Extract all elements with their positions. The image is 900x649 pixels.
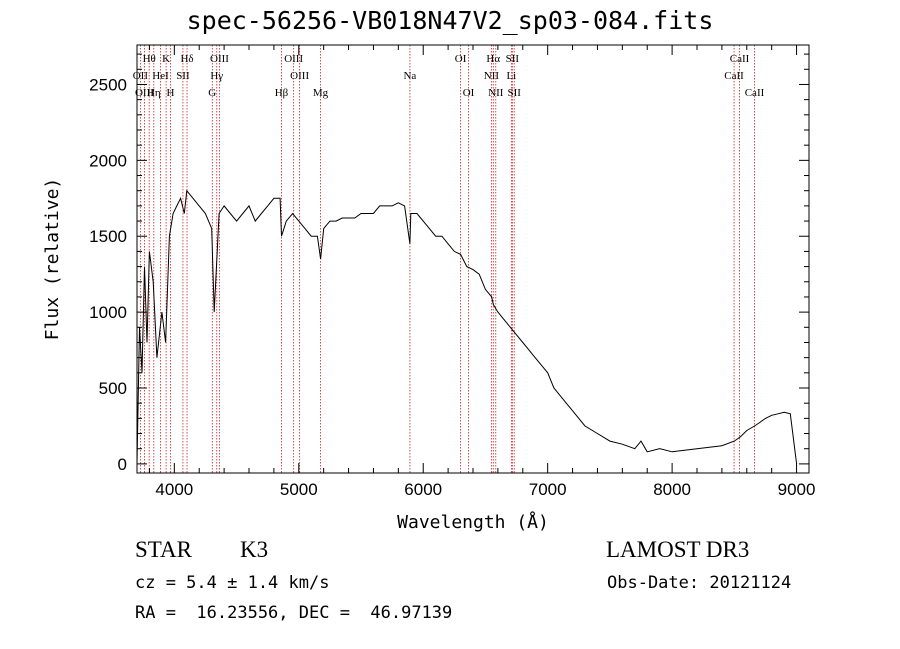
line-label: Na <box>403 70 416 82</box>
survey-label: LAMOST DR3 <box>606 537 750 562</box>
x-tick-label: 8000 <box>653 480 691 499</box>
line-label: H <box>166 87 174 99</box>
plot-frame <box>136 44 810 474</box>
x-tick-label: 5000 <box>280 480 318 499</box>
line-label: HeI <box>152 70 169 82</box>
x-axis-label: Wavelength (Å) <box>397 511 549 533</box>
line-label: Hβ <box>275 87 289 99</box>
y-tick-label: 2500 <box>89 75 127 94</box>
line-label: OIII <box>284 53 303 65</box>
x-tick-label: 7000 <box>529 480 567 499</box>
line-label: SII <box>506 53 520 65</box>
line-label: OIII <box>135 87 154 99</box>
y-tick-label: 0 <box>118 455 127 474</box>
line-label: NII <box>488 87 504 99</box>
line-label: G <box>208 87 216 99</box>
y-tick-label: 500 <box>99 379 127 398</box>
line-label: CaII <box>730 53 750 65</box>
spectrum-series <box>136 189 798 464</box>
redshift-text: cz = 5.4 ± 1.4 km/s <box>135 573 330 593</box>
y-tick-label: 1500 <box>89 227 127 246</box>
line-label: Mg <box>313 87 329 99</box>
y-tick-label: 2000 <box>89 151 127 170</box>
line-label: Hδ <box>180 53 193 65</box>
x-tick-label: 4000 <box>155 480 193 499</box>
line-label: SII <box>176 70 190 82</box>
line-label: OI <box>455 53 467 65</box>
line-label: NII <box>484 70 500 82</box>
line-label: OI <box>463 87 475 99</box>
line-label: CaII <box>724 70 744 82</box>
line-label: CaII <box>745 87 765 99</box>
line-label: SII <box>507 87 521 99</box>
line-label: Hθ <box>143 53 156 65</box>
object-subclass: K3 <box>240 537 269 562</box>
line-label: OIII <box>210 53 229 65</box>
y-tick-label: 1000 <box>89 303 127 322</box>
y-axis-label: Flux (relative) <box>42 178 63 341</box>
coordinates-text: RA = 16.23556, DEC = 46.97139 <box>135 603 453 623</box>
line-label: K <box>162 53 170 65</box>
line-label: OII <box>133 70 149 82</box>
line-label: Li <box>506 70 516 82</box>
line-label: Hγ <box>210 70 223 82</box>
line-label: OIII <box>290 70 309 82</box>
object-class: STAR <box>135 537 192 562</box>
chart-title: spec-56256-VB018N47V2_sp03-084.fits <box>186 6 714 35</box>
obs-date-text: Obs-Date: 20121124 <box>607 573 792 593</box>
x-tick-label: 6000 <box>404 480 442 499</box>
line-label: Hη <box>147 87 161 99</box>
line-label: Hα <box>486 53 500 65</box>
x-tick-label: 9000 <box>778 480 816 499</box>
